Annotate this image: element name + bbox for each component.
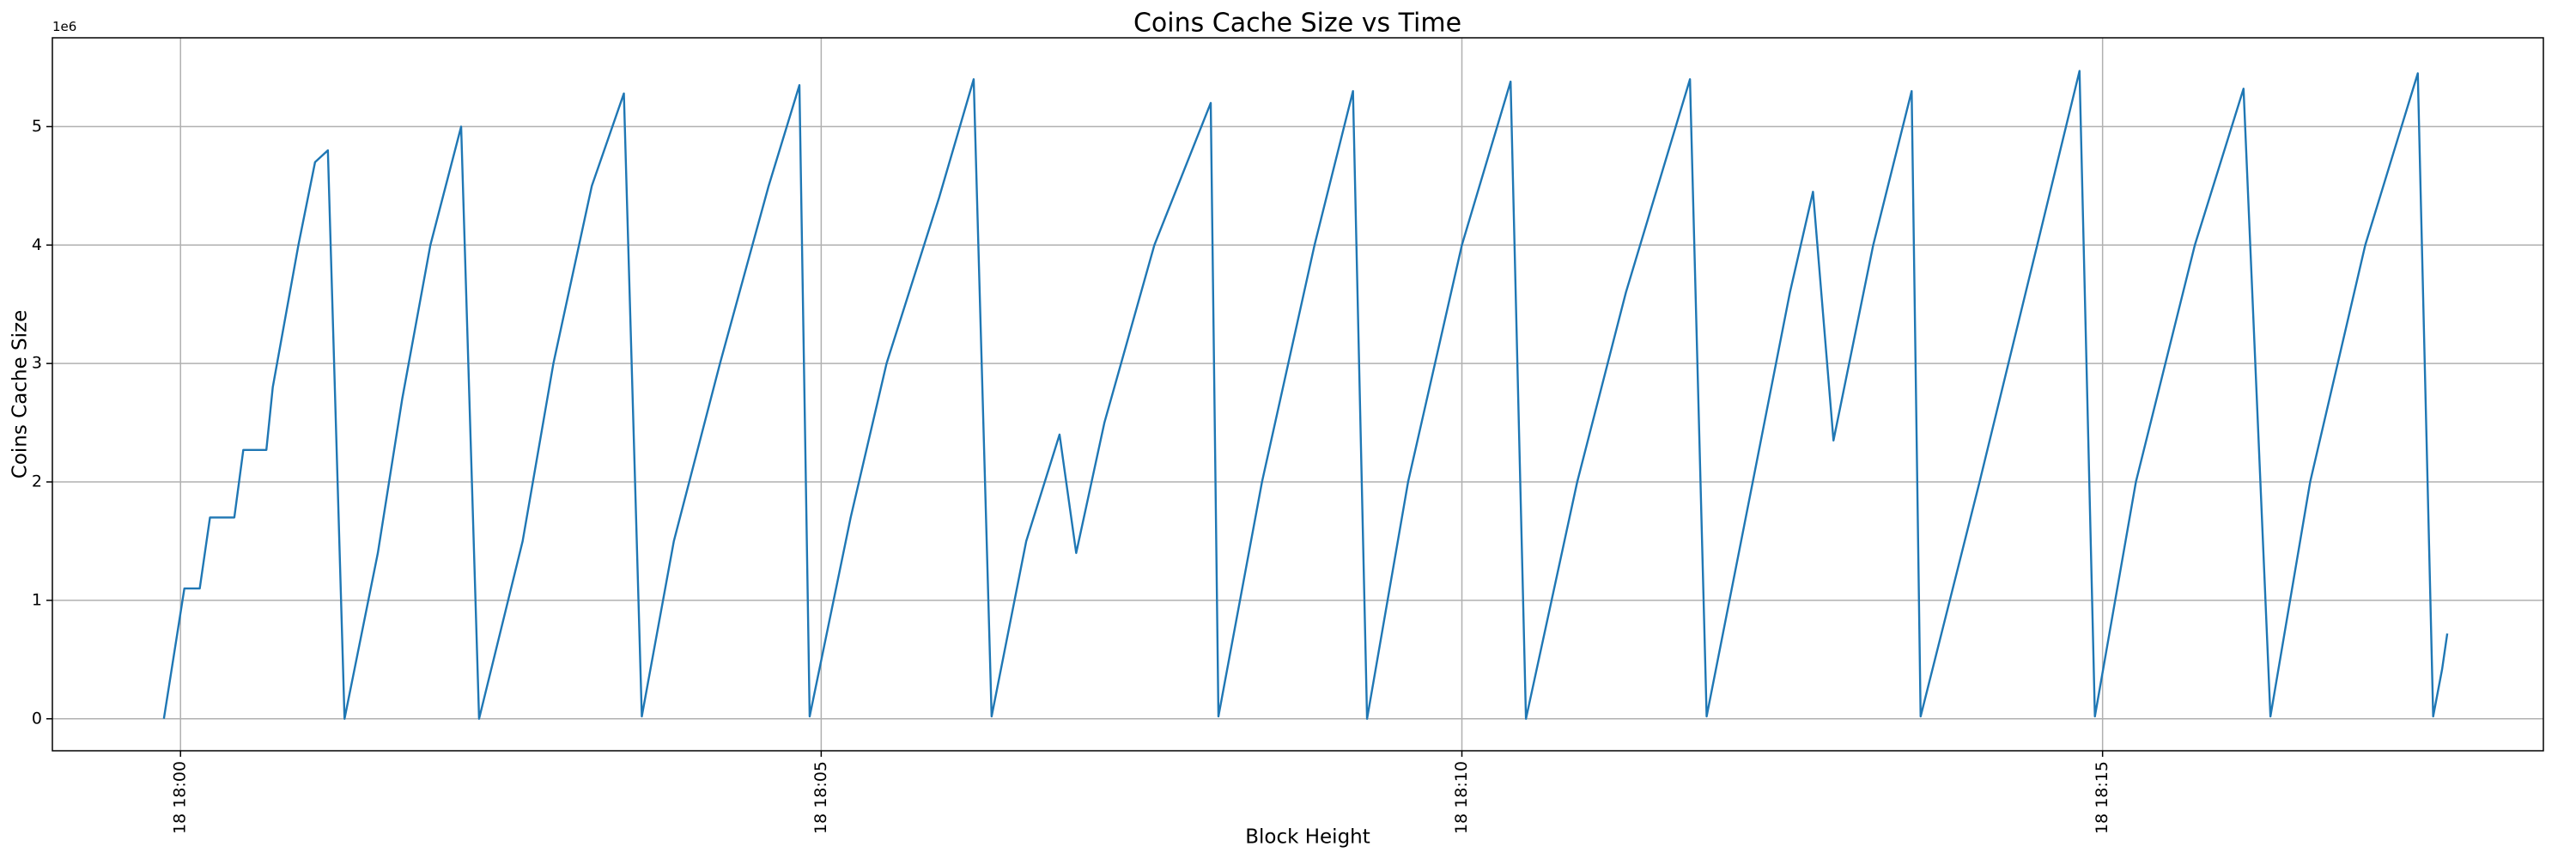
y-offset-text: 1e6 [52,19,76,34]
chart-title: Coins Cache Size vs Time [1133,9,1461,39]
x-tick-label: 18 18:05 [811,761,830,834]
y-axis-label: Coins Cache Size [9,310,32,478]
y-tick-label: 2 [32,472,42,491]
x-tick-label: 18 18:00 [171,761,190,834]
x-tick-label: 18 18:15 [2093,761,2111,834]
y-tick-label: 0 [32,709,42,728]
x-tick-label: 18 18:10 [1452,761,1471,834]
y-tick-label: 1 [32,590,42,609]
plot-frame [52,37,2544,752]
data-line [162,70,2449,720]
y-tick-label: 5 [32,117,42,136]
y-tick-label: 3 [32,354,42,373]
y-tick-label: 4 [32,235,42,254]
x-axis-label: Block Height [1245,826,1370,849]
